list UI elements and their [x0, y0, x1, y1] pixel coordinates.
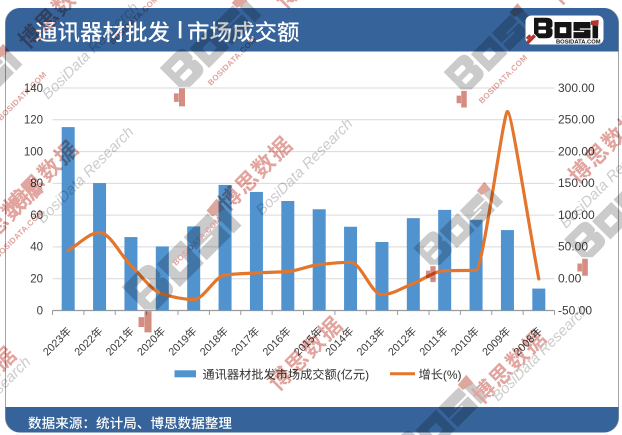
svg-text:100: 100 [24, 146, 43, 158]
svg-text:250.00: 250.00 [558, 113, 595, 127]
svg-text:40: 40 [30, 242, 43, 254]
svg-text:(%): (%) [443, 368, 462, 382]
svg-text:BOSIDATA.COM: BOSIDATA.COM [556, 39, 601, 45]
svg-text:0.00: 0.00 [558, 272, 582, 286]
svg-text:150.00: 150.00 [558, 176, 595, 190]
svg-text:20: 20 [30, 274, 43, 286]
svg-text:120: 120 [24, 115, 43, 127]
svg-text:(: ( [337, 368, 341, 382]
svg-text:): ) [365, 368, 369, 382]
svg-text:300.00: 300.00 [558, 81, 595, 95]
svg-text:0: 0 [37, 305, 43, 317]
